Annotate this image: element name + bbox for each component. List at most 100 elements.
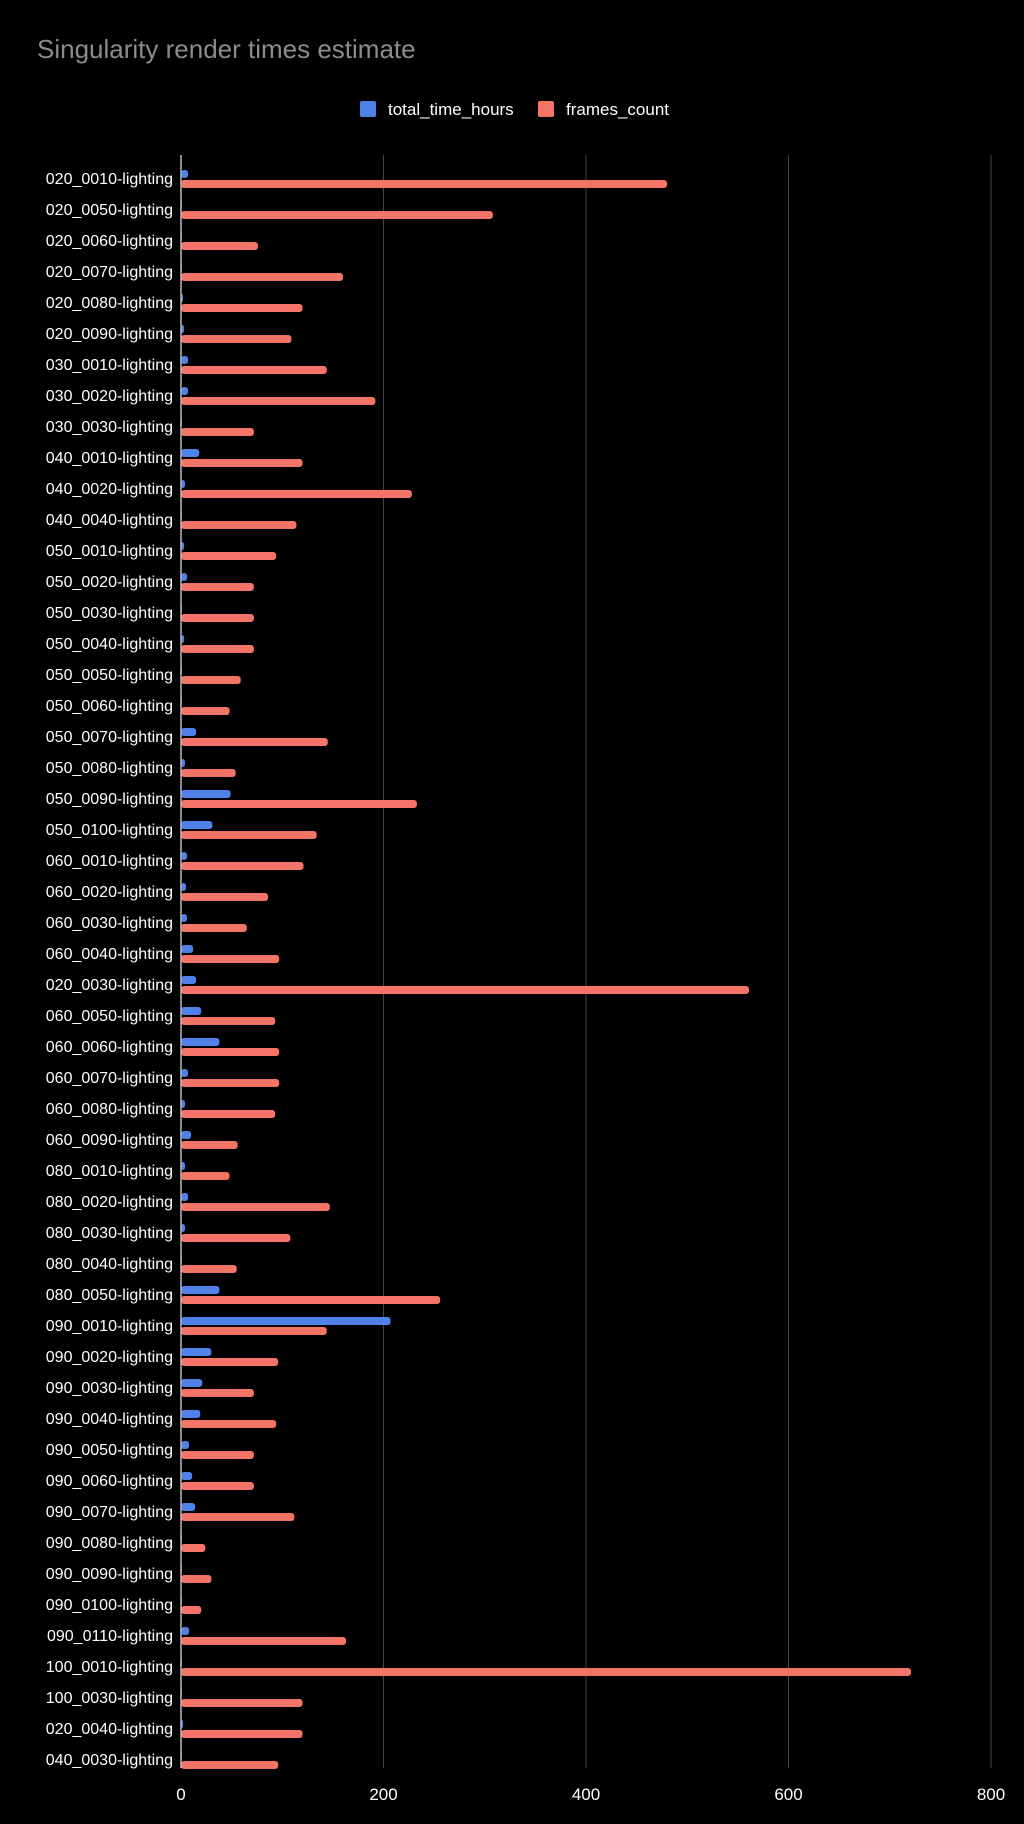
bar-total-time-hours (181, 1286, 220, 1294)
x-tick-label: 400 (572, 1785, 600, 1804)
legend-swatch-total-time-hours (360, 101, 376, 117)
bar-frames-count (181, 1141, 238, 1149)
bar-frames-count (181, 800, 417, 808)
category-label: 090_0010-lighting (46, 1318, 173, 1335)
bar-total-time-hours (181, 1224, 186, 1232)
bar-frames-count (181, 459, 303, 467)
bar-frames-count (181, 1327, 327, 1335)
category-label: 020_0080-lighting (46, 295, 173, 312)
bar-total-time-hours (181, 542, 185, 550)
x-tick-label: 200 (369, 1785, 397, 1804)
bar-frames-count (181, 552, 277, 560)
bar-total-time-hours (181, 945, 194, 953)
bar-total-time-hours (181, 573, 188, 581)
bar-total-time-hours (181, 852, 188, 860)
bar-total-time-hours (181, 1162, 186, 1170)
bar-frames-count (181, 955, 280, 963)
category-label: 020_0090-lighting (46, 326, 173, 343)
category-label: 020_0070-lighting (46, 264, 173, 281)
category-label: 060_0010-lighting (46, 853, 173, 870)
bar-total-time-hours (181, 1069, 189, 1077)
bar-total-time-hours (181, 728, 197, 736)
bar-total-time-hours (181, 325, 185, 333)
category-label: 020_0040-lighting (46, 1721, 173, 1738)
category-label: 100_0010-lighting (46, 1659, 173, 1676)
category-label: 050_0020-lighting (46, 574, 173, 591)
category-label: 040_0030-lighting (46, 1752, 173, 1769)
category-label: 100_0030-lighting (46, 1690, 173, 1707)
legend-label-frames-count: frames_count (566, 100, 669, 119)
bar-total-time-hours (181, 356, 189, 364)
bar-frames-count (181, 1172, 230, 1180)
category-labels: 020_0010-lighting 020_0050-lighting 020_00… (46, 171, 173, 1769)
bar-total-time-hours (181, 883, 187, 891)
legend-label-total-time-hours: total_time_hours (388, 100, 514, 119)
category-label: 060_0090-lighting (46, 1132, 173, 1149)
category-label: 080_0030-lighting (46, 1225, 173, 1242)
category-label: 030_0020-lighting (46, 388, 173, 405)
category-label: 060_0040-lighting (46, 946, 173, 963)
category-label: 040_0040-lighting (46, 512, 173, 529)
bar-total-time-hours (181, 635, 185, 643)
bar-frames-count (181, 1358, 279, 1366)
x-axis-ticks: 0 200 400 600 800 (176, 1785, 1005, 1804)
bar-frames-count (181, 1017, 276, 1025)
bar-total-time-hours (181, 480, 186, 488)
bar-frames-count (181, 645, 254, 653)
bar-frames-count (181, 1699, 303, 1707)
bar-frames-count (181, 1637, 347, 1645)
bar-frames-count (181, 1668, 912, 1676)
bar-total-time-hours (181, 1038, 220, 1046)
bar-total-time-hours (181, 449, 200, 457)
category-label: 030_0010-lighting (46, 357, 173, 374)
bar-frames-count (181, 242, 258, 250)
bar-total-time-hours (181, 1131, 192, 1139)
bar-frames-count (181, 1420, 277, 1428)
bar-frames-count (181, 1234, 291, 1242)
bar-frames-count (181, 614, 254, 622)
bar-frames-count (181, 397, 376, 405)
category-label: 020_0060-lighting (46, 233, 173, 250)
category-label: 030_0030-lighting (46, 419, 173, 436)
bar-total-time-hours (181, 1193, 189, 1201)
bar-frames-count (181, 366, 327, 374)
category-label: 060_0030-lighting (46, 915, 173, 932)
bar-frames-count (181, 1110, 276, 1118)
category-label: 090_0110-lighting (47, 1628, 173, 1645)
bar-total-time-hours (181, 1441, 190, 1449)
bar-frames-count (181, 1203, 330, 1211)
bar-frames-count (181, 924, 247, 932)
bar-total-time-hours (181, 387, 189, 395)
category-label: 080_0050-lighting (46, 1287, 173, 1304)
bar-frames-count (181, 1513, 295, 1521)
bar-total-time-hours (181, 170, 189, 178)
bar-total-time-hours (181, 976, 197, 984)
bar-frames-count (181, 1606, 202, 1614)
bar-frames-count (181, 1761, 279, 1769)
category-label: 060_0070-lighting (46, 1070, 173, 1087)
category-label: 090_0020-lighting (46, 1349, 173, 1366)
x-tick-label: 0 (176, 1785, 185, 1804)
category-label: 020_0050-lighting (46, 202, 173, 219)
bar-total-time-hours (181, 1379, 203, 1387)
bar-frames-count (181, 1079, 280, 1087)
bar-frames-count (181, 893, 269, 901)
bar-total-time-hours (181, 1503, 196, 1511)
x-tick-label: 600 (774, 1785, 802, 1804)
bar-total-time-hours (181, 914, 188, 922)
bar-total-time-hours (181, 1472, 193, 1480)
category-label: 050_0090-lighting (46, 791, 173, 808)
bar-total-time-hours (181, 1627, 190, 1635)
bar-frames-count (181, 304, 303, 312)
grid-lines (383, 155, 992, 1768)
category-label: 090_0100-lighting (46, 1597, 173, 1614)
category-label: 090_0040-lighting (46, 1411, 173, 1428)
bar-total-time-hours (181, 759, 186, 767)
bar-frames-count (181, 1482, 254, 1490)
bar-total-time-hours (181, 1317, 391, 1325)
bar-frames-count (181, 707, 230, 715)
bar-total-time-hours (181, 1100, 186, 1108)
bars (181, 170, 912, 1769)
